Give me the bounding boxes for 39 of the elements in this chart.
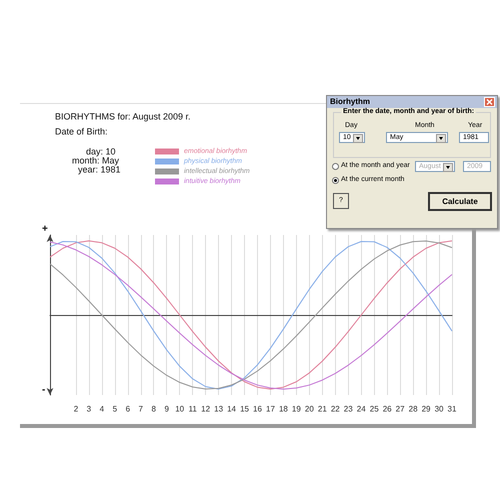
chart-title: BIORHYTHMS for: August 2009 r. bbox=[55, 112, 191, 122]
x-tick-label: 12 bbox=[201, 404, 211, 414]
x-tick-label: 6 bbox=[126, 404, 131, 414]
text: month: May bbox=[72, 156, 120, 166]
x-tick-label: 16 bbox=[253, 404, 262, 414]
x-tick-label: 13 bbox=[214, 404, 224, 414]
x-tick-label: 27 bbox=[396, 404, 406, 414]
chart-subtitle: Date of Birth: bbox=[55, 126, 108, 136]
x-tick-label: 8 bbox=[152, 404, 157, 414]
x-tick-label: 11 bbox=[188, 404, 198, 414]
x-tick-label: 15 bbox=[240, 404, 250, 414]
x-tick-label: 21 bbox=[318, 404, 328, 414]
x-tick-label: 17 bbox=[266, 404, 276, 414]
x-tick-label: 20 bbox=[304, 404, 314, 414]
x-tick-label: 31 bbox=[448, 404, 457, 414]
x-tick-label: 10 bbox=[175, 404, 185, 414]
x-tick-label: 5 bbox=[112, 404, 118, 414]
x-tick-label: 2 bbox=[74, 404, 79, 414]
x-tick-label: 23 bbox=[344, 404, 354, 414]
x-tick-label: 14 bbox=[227, 404, 237, 414]
x-tick-label: 22 bbox=[330, 404, 340, 414]
x-tick-label: 28 bbox=[408, 404, 418, 414]
x-tick-label: 19 bbox=[292, 404, 302, 414]
text: year: 1981 bbox=[78, 164, 121, 174]
x-tick-label: 4 bbox=[100, 404, 105, 414]
text: Biorhythm bbox=[327, 96, 497, 108]
text: + bbox=[42, 224, 48, 234]
x-tick-label: 3 bbox=[86, 404, 92, 414]
x-tick-label: 7 bbox=[138, 404, 144, 414]
x-tick-label: 25 bbox=[370, 404, 380, 414]
x-tick-label: 9 bbox=[164, 404, 170, 414]
x-tick-label: 24 bbox=[356, 404, 366, 414]
text: day: 10 bbox=[86, 146, 116, 156]
text: Calculate bbox=[428, 192, 492, 211]
x-tick-label: 26 bbox=[382, 404, 392, 414]
x-tick-label: 29 bbox=[422, 404, 432, 414]
text: - bbox=[42, 384, 46, 396]
x-tick-label: 30 bbox=[434, 404, 444, 414]
x-tick-label: 18 bbox=[278, 404, 288, 414]
